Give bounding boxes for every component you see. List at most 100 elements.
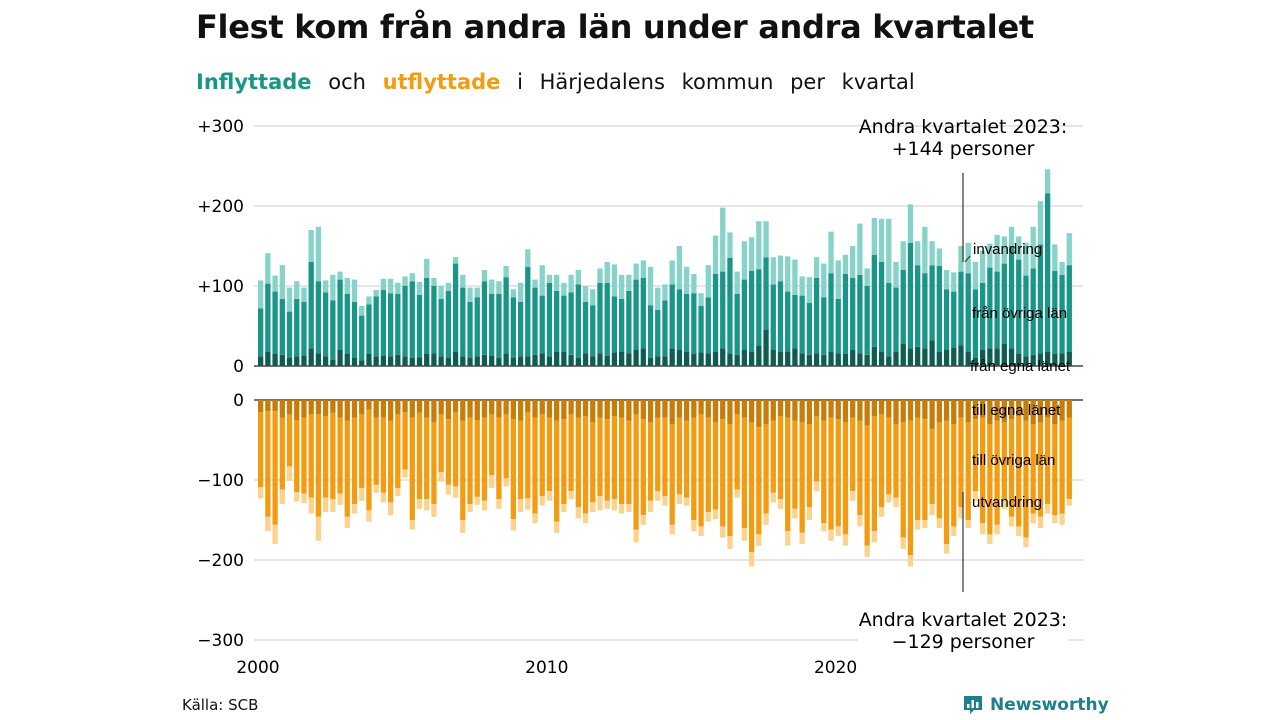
bar-segment-in-other: [366, 304, 372, 354]
bar-segment-out-other: [936, 422, 942, 519]
bar-segment-out-local: [510, 400, 516, 420]
bar-segment-out-other: [286, 414, 293, 467]
bar-segment-in-local: [777, 351, 784, 366]
bar-segment-in-local: [344, 354, 350, 366]
bar-segment-in-other: [655, 310, 661, 357]
bar-segment-in-local: [1023, 356, 1029, 366]
label-leader: [964, 255, 971, 263]
bar-segment-out-local: [1016, 400, 1022, 416]
bar-segment-in-immig: [301, 287, 307, 302]
bar-segment-out-local: [828, 400, 834, 418]
bar-segment-in-local: [763, 330, 769, 366]
bar-segment-in-other: [322, 292, 329, 357]
bar-segment-in-local: [972, 358, 979, 366]
bar-segment-in-other: [510, 297, 516, 358]
bar-segment-out-local: [770, 400, 776, 421]
bar-segment-in-local: [886, 356, 892, 366]
bar-segment-out-emig: [980, 523, 986, 535]
bar-segment-out-local: [517, 400, 524, 421]
bar-segment-in-other: [315, 281, 322, 354]
bar-segment-in-immig: [619, 274, 625, 299]
bar-segment-in-local: [770, 350, 776, 366]
bar-segment-out-emig: [907, 555, 914, 567]
bar-segment-out-local: [1023, 400, 1029, 421]
bar-segment-out-other: [330, 412, 336, 500]
bar-segment-out-emig: [373, 484, 379, 493]
bar-segment-out-local: [720, 400, 726, 420]
bar-segment-in-local: [821, 354, 827, 366]
bar-segment-out-local: [626, 400, 632, 421]
bar-segment-out-other: [431, 422, 437, 504]
bar-segment-out-emig: [1052, 515, 1058, 524]
bar-segment-in-immig: [691, 274, 697, 294]
bar-segment-in-local: [431, 353, 437, 366]
bar-segment-in-local: [561, 351, 567, 366]
bar-segment-out-other: [691, 417, 697, 520]
bar-segment-out-other: [929, 428, 935, 504]
bar-segment-out-local: [987, 400, 993, 424]
bar-segment-in-immig: [626, 274, 632, 291]
bar-segment-out-local: [676, 400, 683, 418]
bar-segment-out-emig: [720, 526, 726, 538]
y-tick-label: +100: [197, 277, 244, 297]
bar-segment-out-local: [279, 400, 285, 418]
bar-segment-out-local: [590, 400, 596, 423]
bar-segment-in-local: [279, 354, 285, 366]
bar-segment-out-emig: [647, 500, 654, 512]
bar-segment-in-other: [489, 294, 495, 356]
bar-segment-out-emig: [380, 492, 387, 503]
bar-segment-in-other: [554, 290, 560, 352]
bar-segment-in-local: [1008, 348, 1015, 366]
bar-segment-out-other: [561, 419, 567, 504]
bar-segment-out-emig: [546, 491, 553, 501]
bar-segment-out-emig: [561, 504, 567, 512]
bar-segment-in-immig: [878, 218, 885, 262]
bar-segment-out-other: [489, 414, 495, 476]
bar-segment-in-other: [359, 315, 365, 361]
bar-segment-in-local: [1052, 354, 1058, 366]
bar-segment-out-local: [900, 400, 906, 423]
bar-segment-out-other: [835, 419, 841, 527]
bar-segment-out-emig: [1008, 516, 1015, 527]
bar-segment-in-immig: [387, 278, 394, 294]
bar-segment-out-emig: [582, 513, 589, 524]
bar-segment-out-local: [980, 400, 986, 418]
bar-segment-out-emig: [409, 520, 415, 530]
bar-segment-in-immig: [828, 231, 834, 274]
bar-segment-out-emig: [272, 524, 278, 544]
x-tick-label: 2020: [814, 658, 857, 678]
bar-segment-in-local: [301, 355, 307, 366]
bar-segment-in-local: [582, 353, 589, 366]
bar-segment-in-other: [951, 291, 957, 348]
bar-segment-out-emig: [756, 534, 762, 546]
bar-segment-in-immig: [337, 271, 343, 280]
bar-segment-in-other: [561, 295, 567, 352]
bar-segment-out-other: [503, 414, 509, 479]
bar-segment-in-other: [330, 300, 336, 360]
bar-segment-in-other: [922, 273, 928, 349]
bar-segment-in-local: [727, 354, 733, 366]
bar-segment-out-emig: [1044, 504, 1051, 514]
bar-segment-out-other: [265, 411, 271, 517]
bar-segment-in-local: [1066, 351, 1072, 366]
bar-segment-in-local: [878, 351, 885, 366]
bar-segment-in-immig: [532, 279, 538, 288]
bar-segment-in-immig: [380, 278, 387, 290]
bar-segment-out-emig: [1037, 516, 1044, 528]
bar-segment-out-other: [575, 417, 581, 508]
bar-segment-out-local: [1001, 400, 1007, 423]
bar-segment-in-immig: [936, 248, 942, 266]
bar-segment-out-emig: [842, 534, 849, 546]
bar-segment-in-local: [424, 354, 430, 366]
bar-segment-in-local: [337, 350, 343, 366]
bar-segment-out-local: [640, 400, 646, 420]
bar-segment-out-emig: [655, 491, 661, 501]
y-tick-label: −200: [197, 551, 244, 571]
callout-background: [858, 608, 1068, 652]
bar-segment-out-other: [402, 412, 408, 470]
bar-segment-in-local: [387, 356, 394, 366]
bar-segment-in-other: [900, 270, 906, 344]
bar-segment-out-local: [835, 400, 841, 420]
bar-segment-in-local: [662, 356, 668, 366]
bar-segment-out-emig: [705, 512, 711, 522]
